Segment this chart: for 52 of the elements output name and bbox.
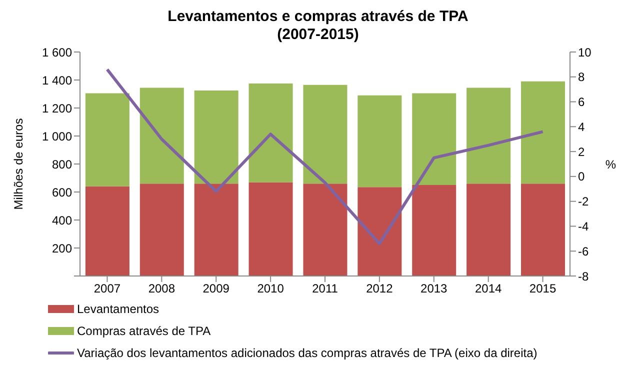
bar [358, 95, 402, 188]
y-tick-label: 200 [52, 241, 72, 256]
bar [194, 90, 238, 184]
bar [466, 184, 511, 276]
x-tick-label: 2015 [529, 282, 556, 296]
y-tick-label: 800 [52, 157, 72, 172]
bar [248, 182, 293, 276]
y2-tick-label: 10 [578, 45, 592, 60]
y2-tick-label: 0 [578, 170, 585, 184]
y2-tick-label: -6 [578, 244, 589, 258]
y2-tick-label: 2 [578, 144, 585, 159]
legend-label: Levantamentos [77, 302, 160, 316]
legend-label: Variação dos levantamentos adicionados das compras através de TPA (eixo da direita) [77, 346, 538, 360]
y2-tick-label: -4 [578, 219, 589, 234]
bar [85, 186, 130, 276]
y2-tick-label: 4 [578, 120, 585, 134]
bar [412, 93, 456, 185]
bar [248, 84, 293, 182]
y-tick-label: 1 200 [42, 101, 72, 116]
bar [466, 88, 511, 184]
bar [140, 88, 184, 184]
y2-tick-label: -8 [578, 269, 589, 284]
bar [521, 184, 565, 276]
x-tick-label: 2014 [474, 282, 502, 296]
bar [194, 184, 238, 276]
y-tick-label: 600 [52, 185, 72, 200]
y2-axis-title: % [605, 157, 616, 172]
y-axis-title: Milhões de euros [11, 118, 26, 210]
x-tick-label: 2008 [148, 282, 176, 296]
legend-label: Compras através de TPA [77, 324, 211, 338]
bar [412, 185, 456, 276]
y-tick-label: 400 [52, 213, 72, 228]
y-tick-label: 1 400 [42, 73, 72, 88]
x-tick-label: 2013 [420, 282, 448, 296]
x-tick-label: 2007 [94, 282, 121, 296]
x-tick-label: 2011 [312, 282, 338, 296]
x-tick-label: 2009 [202, 282, 230, 296]
bar [358, 187, 402, 276]
bar [303, 184, 348, 276]
bar [521, 81, 565, 184]
bar [85, 93, 130, 186]
bar [140, 184, 184, 276]
y2-tick-label: 8 [578, 70, 585, 84]
y2-tick-label: -2 [578, 194, 589, 209]
y-tick-label: 1 000 [42, 129, 72, 144]
x-tick-label: 2010 [257, 282, 284, 296]
y2-tick-label: 6 [578, 95, 585, 110]
y-tick-label: 1 600 [42, 45, 72, 60]
bar [303, 84, 348, 184]
line-series [106, 68, 544, 246]
chart-title: Levantamentos e compras através de TPA (2007-2015) [166, 8, 470, 44]
x-tick-label: 2012 [366, 282, 394, 296]
